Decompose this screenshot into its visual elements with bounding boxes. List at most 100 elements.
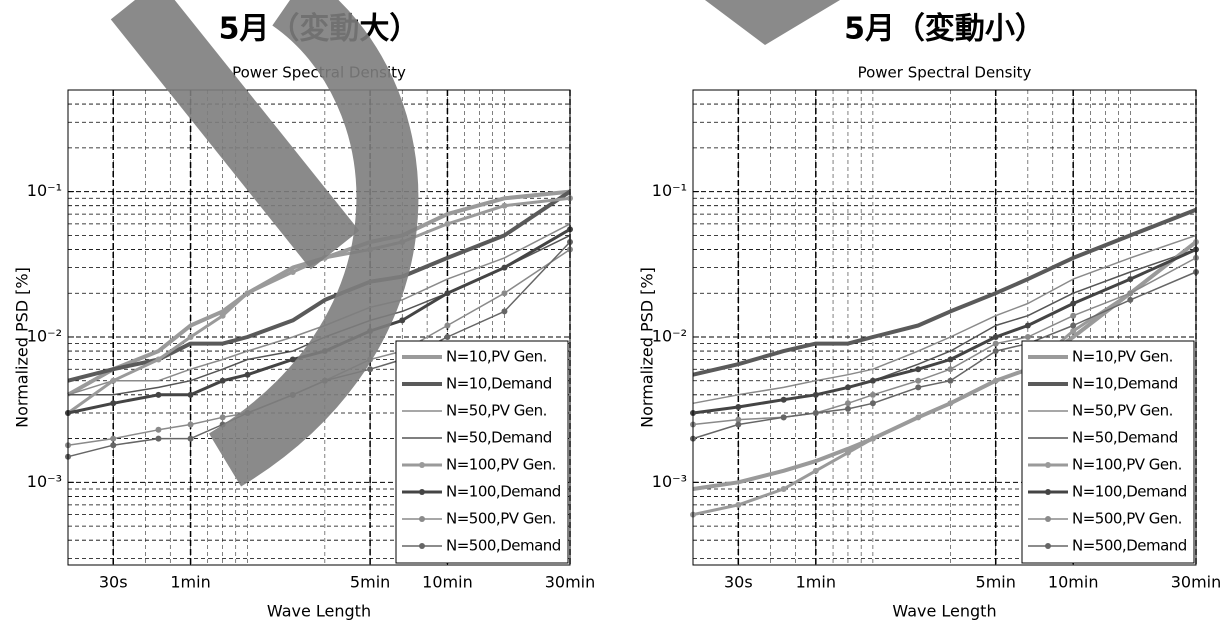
legend-label: N=50,PV Gen. xyxy=(446,402,547,420)
legend-marker xyxy=(419,489,425,495)
y-axis-label: Normalized PSD [%] xyxy=(13,267,32,428)
series-marker xyxy=(992,377,999,384)
series-marker xyxy=(812,409,819,416)
series-marker xyxy=(735,421,742,428)
series-marker xyxy=(992,333,999,340)
series-marker xyxy=(735,403,742,410)
series-line xyxy=(692,207,1197,377)
y-tick-label: 10⁻¹ xyxy=(652,181,687,200)
series-marker xyxy=(155,426,162,433)
series-marker xyxy=(501,264,508,271)
legend-box xyxy=(1021,340,1195,564)
series-marker xyxy=(992,340,999,347)
y-tick-label: 10⁻³ xyxy=(27,472,62,491)
legend-marker xyxy=(1045,489,1051,495)
chart-title: 5月（変動小） xyxy=(844,12,1045,47)
x-tick-label: 1min xyxy=(170,573,210,592)
series-marker xyxy=(187,333,194,340)
x-tick-label: 5min xyxy=(350,573,390,592)
series-marker xyxy=(1024,322,1031,329)
series-marker xyxy=(219,377,226,384)
legend-label: N=100,PV Gen. xyxy=(1072,456,1182,474)
series-marker xyxy=(844,384,851,391)
series-marker xyxy=(780,396,787,403)
legend-marker xyxy=(1045,543,1051,549)
series-marker xyxy=(947,356,954,363)
series-line xyxy=(67,223,571,396)
series-marker xyxy=(187,421,194,428)
x-tick-label: 30min xyxy=(545,573,596,592)
series-marker xyxy=(110,377,117,384)
series-marker xyxy=(1127,290,1134,297)
series-marker xyxy=(869,400,876,407)
series-marker xyxy=(869,377,876,384)
series-marker xyxy=(1070,322,1077,329)
legend-marker xyxy=(419,543,425,549)
series-marker xyxy=(501,290,508,297)
x-axis-label: Wave Length xyxy=(892,602,996,621)
plot-frame xyxy=(67,89,571,566)
series-marker xyxy=(444,333,451,340)
series-marker xyxy=(780,414,787,421)
series-marker xyxy=(915,414,922,421)
x-tick-label: 1min xyxy=(796,573,836,592)
legend-label: N=100,Demand xyxy=(1072,483,1187,501)
series-marker xyxy=(155,435,162,442)
watermark xyxy=(208,0,419,487)
legend-label: N=10,PV Gen. xyxy=(1072,348,1173,366)
series-marker xyxy=(1070,312,1077,319)
x-tick-label: 10min xyxy=(422,573,473,592)
series-marker xyxy=(947,377,954,384)
legend-label: N=100,Demand xyxy=(446,483,561,501)
x-axis-label: Wave Length xyxy=(267,602,371,621)
legend-box xyxy=(395,340,569,564)
series-marker xyxy=(735,501,742,508)
series-marker xyxy=(187,435,194,442)
y-axis-label: Normalized PSD [%] xyxy=(638,267,657,428)
x-tick-label: 5min xyxy=(976,573,1016,592)
series-marker xyxy=(289,268,296,275)
legend-label: N=10,Demand xyxy=(446,375,552,393)
plot-frame xyxy=(692,89,1197,566)
series-marker xyxy=(399,317,406,324)
series-marker xyxy=(444,322,451,329)
series-marker xyxy=(780,485,787,492)
legend-label: N=500,Demand xyxy=(446,537,561,555)
legend-marker xyxy=(1045,516,1051,522)
series-marker xyxy=(1127,296,1134,303)
series-marker xyxy=(1127,276,1134,283)
watermark xyxy=(110,0,360,270)
chart-subtitle: Power Spectral Density xyxy=(858,64,1032,82)
x-tick-label: 30s xyxy=(724,573,753,592)
series-marker xyxy=(244,371,251,378)
x-tick-label: 10min xyxy=(1048,573,1099,592)
y-tick-label: 10⁻² xyxy=(652,326,687,345)
series-marker xyxy=(219,312,226,319)
series-marker xyxy=(915,366,922,373)
series-marker xyxy=(501,202,508,209)
series-marker xyxy=(367,366,374,373)
series-line xyxy=(692,234,1197,405)
series-marker xyxy=(110,400,117,407)
legend-label: N=50,PV Gen. xyxy=(1072,402,1173,420)
series-marker xyxy=(812,391,819,398)
series-marker xyxy=(915,377,922,384)
legend-label: N=10,PV Gen. xyxy=(446,348,547,366)
legend-marker xyxy=(419,462,425,468)
x-tick-label: 30min xyxy=(1171,573,1222,592)
y-tick-label: 10⁻¹ xyxy=(27,181,62,200)
legend-label: N=500,PV Gen. xyxy=(1072,510,1182,528)
series-marker xyxy=(110,435,117,442)
legend-label: N=100,PV Gen. xyxy=(446,456,556,474)
legend-label: N=500,PV Gen. xyxy=(446,510,556,528)
series-marker xyxy=(947,366,954,373)
series-marker xyxy=(244,290,251,297)
series-marker xyxy=(1070,327,1077,334)
series-line xyxy=(67,189,571,397)
series-marker xyxy=(110,442,117,449)
series-marker xyxy=(289,356,296,363)
legend-marker xyxy=(1045,462,1051,468)
series-marker xyxy=(444,220,451,227)
y-tick-label: 10⁻³ xyxy=(652,472,687,491)
